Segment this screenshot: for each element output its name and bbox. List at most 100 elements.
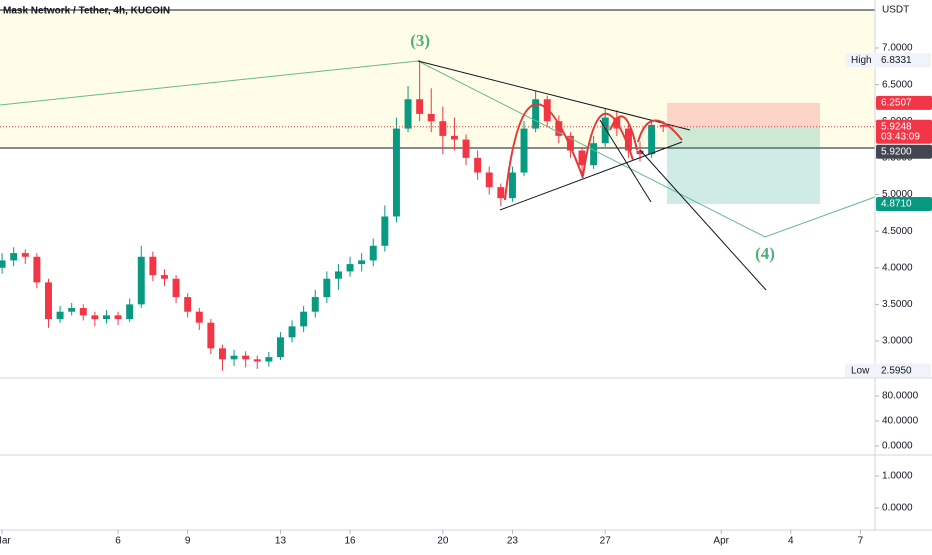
x-tick-label: 9 (185, 536, 191, 547)
arc (609, 115, 638, 151)
candle-body (416, 99, 424, 114)
candle-body (392, 128, 400, 217)
candle-body (137, 256, 145, 305)
candle-body (601, 117, 609, 144)
trendline (639, 149, 767, 291)
candle-body (56, 311, 64, 320)
arc (504, 103, 584, 201)
x-tick-label: 6 (115, 536, 121, 547)
candle-body (242, 355, 250, 360)
candle-body (114, 315, 122, 320)
x-tick-label: Apr (713, 536, 729, 547)
candle-body (648, 124, 656, 155)
extreme-value: 6.8331 (881, 55, 912, 66)
stop-zone (666, 102, 821, 127)
candle-body (508, 172, 516, 199)
price-label: 5.9248 (881, 121, 912, 132)
y-tick-label: 0.0000 (882, 441, 913, 452)
x-tick-label: 7 (858, 536, 864, 547)
candle-body (381, 216, 389, 246)
y-tick-label: 0.0000 (882, 503, 913, 514)
drawings: (3) (4) (0, 31, 876, 291)
candle-body (33, 256, 41, 283)
extreme-label-bg (845, 53, 931, 68)
y-tick-label: 6.5000 (882, 79, 913, 90)
candle-body (590, 143, 598, 166)
trendline (599, 119, 652, 203)
trendline (417, 60, 691, 131)
position-tool (666, 102, 821, 204)
price-label: 5.9200 (881, 146, 912, 157)
candle-body (369, 245, 377, 261)
candle-body (265, 357, 273, 362)
candle-body (474, 157, 482, 173)
candle-body (404, 99, 412, 129)
candle-body (21, 253, 29, 257)
candle-body (427, 113, 435, 122)
arc (637, 119, 683, 143)
x-tick-label: Mar (0, 536, 11, 547)
candle-body (276, 337, 284, 358)
candle-body (102, 315, 110, 320)
candle-body (520, 128, 528, 173)
x-tick-label: 27 (600, 536, 612, 547)
candle-body (439, 121, 447, 136)
candle-body (497, 187, 505, 199)
candle-body (230, 355, 238, 360)
x-tick-label: 23 (507, 536, 519, 547)
price-label: 4.8710 (881, 199, 912, 210)
wave-label: (3) (410, 31, 430, 50)
candle-body (253, 359, 261, 362)
candle-body (288, 326, 296, 338)
x-tick-label: 16 (344, 536, 356, 547)
candle-body (323, 278, 331, 298)
candle-body (79, 308, 87, 316)
candle-body (543, 99, 551, 122)
candle-body (462, 139, 470, 158)
x-tick-label: 13 (275, 536, 287, 547)
price-axis-bg (875, 0, 932, 550)
candle-body (450, 135, 458, 140)
candle-body (195, 311, 203, 323)
y-tick-label: 7.0000 (882, 43, 913, 54)
candle-body (334, 271, 342, 279)
y-tick-label: 3.5000 (882, 299, 913, 310)
candle-body (126, 304, 134, 320)
price-label-box (876, 95, 932, 110)
wave-line (0, 60, 876, 238)
main-pane (0, 9, 875, 149)
y-tick-label: 5.0000 (882, 189, 913, 200)
candle-body (311, 297, 319, 312)
target-zone (666, 126, 821, 204)
y-tick-label: 3.0000 (882, 336, 913, 347)
candle-body (578, 150, 586, 166)
candle-body (0, 260, 6, 268)
y-tick-label: 40.0000 (882, 416, 919, 427)
arc (582, 112, 634, 177)
candle-body (68, 308, 76, 312)
candle-body (300, 311, 308, 327)
candle-body (184, 297, 192, 312)
candle-body (10, 253, 18, 261)
y-tick-label: 4.0000 (882, 262, 913, 273)
candle-body (45, 282, 52, 320)
extreme-label-bg (845, 363, 931, 378)
candle-body (91, 315, 99, 320)
y-tick-label: 1.0000 (882, 471, 913, 482)
price-label-box (876, 119, 932, 144)
currency-label: USDT (882, 5, 909, 16)
candle-body (149, 256, 157, 276)
price-label-box (876, 196, 932, 211)
countdown: 03:43:09 (881, 131, 920, 142)
extreme-name: Low (851, 365, 870, 376)
y-tick-label: 80.0000 (882, 391, 919, 402)
candle-body (555, 121, 563, 136)
highlight-zone (0, 10, 875, 148)
price-label-box (876, 144, 932, 159)
candle-body (160, 275, 168, 279)
candle-body (218, 348, 226, 360)
candle-body (636, 150, 644, 155)
chart-title: Mask Network / Tether, 4h, KUCOIN (3, 6, 170, 17)
trendline (499, 141, 683, 211)
